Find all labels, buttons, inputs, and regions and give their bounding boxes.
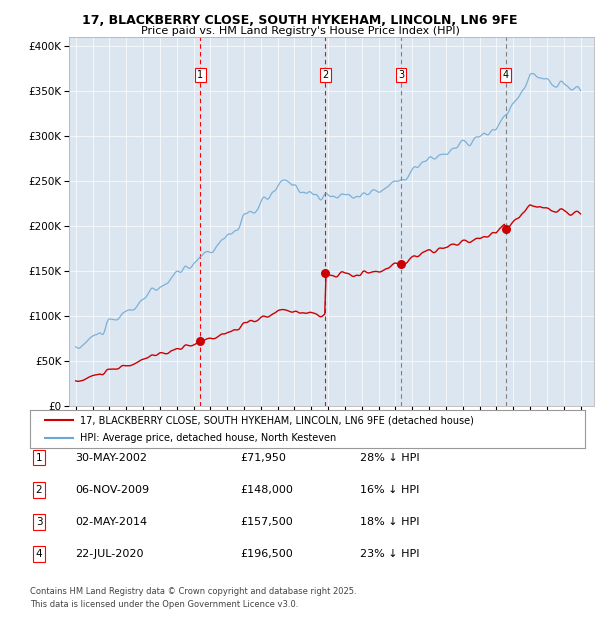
Point xyxy=(396,259,406,269)
Text: 17, BLACKBERRY CLOSE, SOUTH HYKEHAM, LINCOLN, LN6 9FE (detached house): 17, BLACKBERRY CLOSE, SOUTH HYKEHAM, LIN… xyxy=(80,415,474,425)
Point xyxy=(501,224,511,234)
Text: 4: 4 xyxy=(503,70,509,80)
Point xyxy=(320,268,330,278)
Point xyxy=(196,337,205,347)
Text: 22-JUL-2020: 22-JUL-2020 xyxy=(75,549,143,559)
Text: £196,500: £196,500 xyxy=(240,549,293,559)
Text: 16% ↓ HPI: 16% ↓ HPI xyxy=(360,485,419,495)
Text: 18% ↓ HPI: 18% ↓ HPI xyxy=(360,517,419,527)
Text: Contains HM Land Registry data © Crown copyright and database right 2025.: Contains HM Land Registry data © Crown c… xyxy=(30,587,356,596)
Text: 2: 2 xyxy=(322,70,329,80)
Text: 2: 2 xyxy=(35,485,43,495)
Text: £157,500: £157,500 xyxy=(240,517,293,527)
Text: Price paid vs. HM Land Registry's House Price Index (HPI): Price paid vs. HM Land Registry's House … xyxy=(140,26,460,36)
Text: £148,000: £148,000 xyxy=(240,485,293,495)
Text: 02-MAY-2014: 02-MAY-2014 xyxy=(75,517,147,527)
Text: 23% ↓ HPI: 23% ↓ HPI xyxy=(360,549,419,559)
Text: £71,950: £71,950 xyxy=(240,453,286,463)
Text: 1: 1 xyxy=(35,453,43,463)
Text: 17, BLACKBERRY CLOSE, SOUTH HYKEHAM, LINCOLN, LN6 9FE: 17, BLACKBERRY CLOSE, SOUTH HYKEHAM, LIN… xyxy=(82,14,518,27)
Text: 1: 1 xyxy=(197,70,203,80)
Text: This data is licensed under the Open Government Licence v3.0.: This data is licensed under the Open Gov… xyxy=(30,600,298,609)
Text: 3: 3 xyxy=(398,70,404,80)
Text: 06-NOV-2009: 06-NOV-2009 xyxy=(75,485,149,495)
Text: 28% ↓ HPI: 28% ↓ HPI xyxy=(360,453,419,463)
Text: 30-MAY-2002: 30-MAY-2002 xyxy=(75,453,147,463)
Text: HPI: Average price, detached house, North Kesteven: HPI: Average price, detached house, Nort… xyxy=(80,433,336,443)
Text: 4: 4 xyxy=(35,549,43,559)
Text: 3: 3 xyxy=(35,517,43,527)
